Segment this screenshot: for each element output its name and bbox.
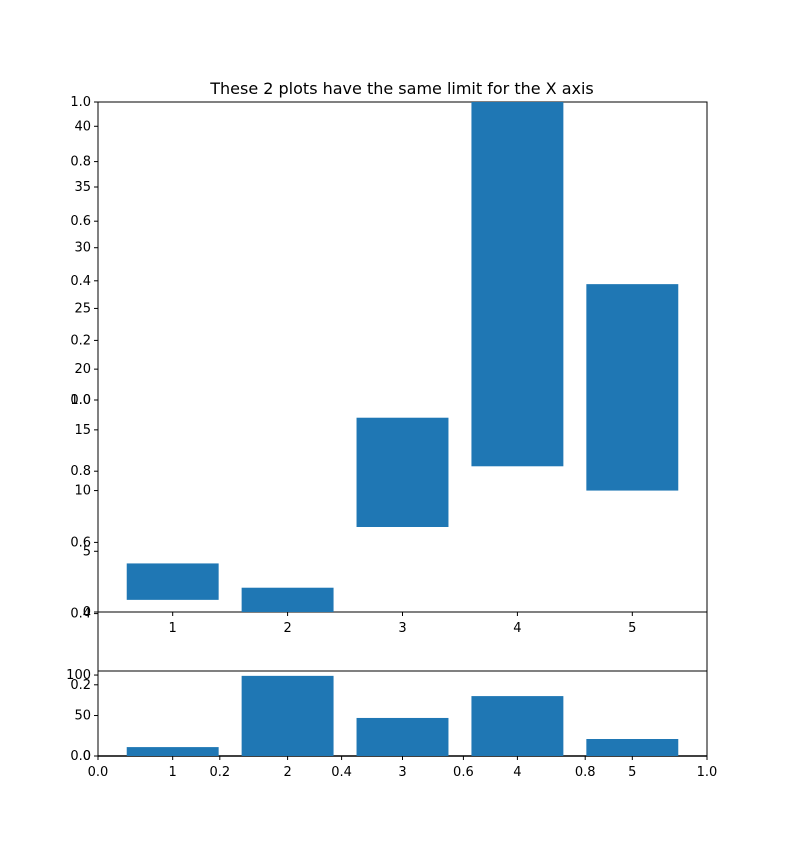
main-ytick-label: 10 [74, 484, 91, 499]
overlay-xtick-label: 0.0 [88, 765, 109, 780]
main-xtick-label: 4 [513, 621, 521, 636]
overlay-xtick-label: 0.2 [209, 765, 230, 780]
overlay-xtick-label: 1.0 [697, 765, 718, 780]
lower-bar [126, 747, 219, 756]
lower-xtick-label: 3 [398, 765, 406, 780]
bar-layer [126, 102, 679, 756]
lower-bar [356, 717, 449, 756]
lower-xtick-label: 5 [628, 765, 636, 780]
lower-xtick-label: 1 [169, 765, 177, 780]
overlay-upper-ytick-label: 0.2 [70, 333, 91, 348]
lower-bar [471, 696, 564, 756]
main-xtick-label: 1 [169, 621, 177, 636]
overlay-xtick-label: 0.6 [453, 765, 474, 780]
main-ytick-label: 25 [74, 301, 91, 316]
main-ytick-label: 40 [74, 119, 91, 134]
main-ytick-label: 20 [74, 362, 91, 377]
main-ytick-label: 35 [74, 180, 91, 195]
main-xtick-label: 3 [398, 621, 406, 636]
main-ytick-label: 0 [83, 605, 91, 620]
overlay-upper-ytick-label: 0.4 [70, 274, 91, 289]
main-bar [356, 417, 449, 527]
lower-xtick-label: 4 [513, 765, 521, 780]
overlay-lower-ytick-label: 1.0 [70, 393, 91, 408]
lower-xtick-label: 2 [283, 765, 291, 780]
main-bar [586, 284, 679, 491]
lower-ytick-label: 100 [66, 668, 91, 683]
main-ytick-label: 15 [74, 423, 91, 438]
lower-bar [241, 675, 334, 756]
overlay-lower-ytick-label: 0.2 [70, 678, 91, 693]
lower-bar [586, 739, 679, 756]
overlay-upper-ytick-label: 0.8 [70, 155, 91, 170]
lower-ytick-label: 0 [83, 749, 91, 764]
overlay-xtick-label: 0.8 [575, 765, 596, 780]
overlay-upper-ytick-label: 1.0 [70, 95, 91, 110]
overlay-upper-ytick-label: 0.6 [70, 214, 91, 229]
main-xtick-label: 2 [283, 621, 291, 636]
chart-title: These 2 plots have the same limit for th… [209, 79, 594, 98]
main-bar [471, 102, 564, 467]
lower-ytick-label: 50 [74, 709, 91, 724]
overlay-lower-ytick-label: 0.8 [70, 464, 91, 479]
overlay-upper-ytick-label: 0.0 [70, 393, 91, 408]
overlay-lower-ytick-label: 0.6 [70, 535, 91, 550]
main-ytick-label: 30 [74, 241, 91, 256]
overlay-lower-ytick-label: 0.4 [70, 607, 91, 622]
overlay-xtick-label: 0.4 [331, 765, 352, 780]
main-bar [241, 587, 334, 612]
overlay-lower-ytick-label: 0.0 [70, 749, 91, 764]
tick-layer: 05101520253035400501001.00.80.60.40.20.0… [66, 95, 717, 780]
main-ytick-label: 5 [83, 544, 91, 559]
main-xtick-label: 5 [628, 621, 636, 636]
main-bar [126, 563, 219, 600]
